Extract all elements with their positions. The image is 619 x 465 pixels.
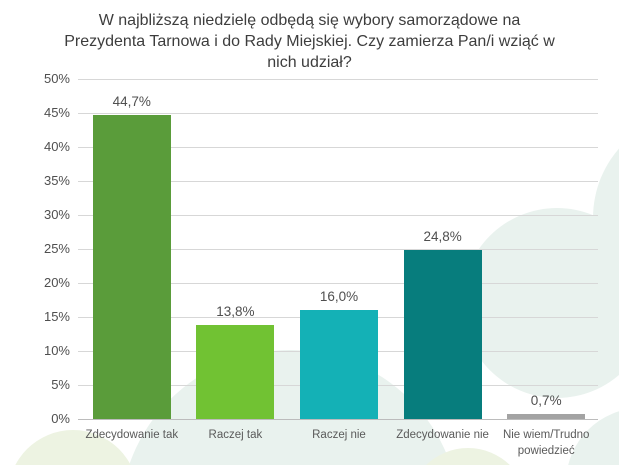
gridline [78,249,598,250]
x-axis-category-label: Raczej nie [312,429,366,441]
bar-value-label: 44,7% [112,94,151,110]
bar [507,414,586,419]
y-axis-tick-label: 40% [43,139,70,154]
bar-value-label: 24,8% [423,229,462,245]
chart-title: W najbliższą niedzielę odbędą się wybory… [64,12,555,72]
gridline [78,113,598,114]
bar-value-label: 0,7% [530,393,562,409]
bar [403,250,482,419]
gridline [78,147,598,148]
gridline [78,181,598,182]
x-axis-category-label: Raczej tak [208,429,263,441]
y-axis-tick-label: 25% [43,241,70,256]
gridline [78,283,598,284]
bar [92,115,171,419]
y-axis-tick-label: 5% [51,377,70,392]
decor-circle [462,208,619,398]
x-axis-category-label: Nie wiem/Trudno powiedzieć [502,429,590,457]
y-axis-tick-label: 35% [43,173,70,188]
x-axis-category-label: Zdecydowanie tak [85,429,179,441]
y-axis-tick-label: 0% [51,411,70,426]
y-axis-tick-label: 30% [43,207,70,222]
x-axis-category-label: Zdecydowanie nie [396,429,489,441]
bar-value-label: 16,0% [319,289,359,305]
y-axis-tick-label: 50% [43,71,70,86]
y-axis-tick-label: 20% [43,275,70,290]
y-axis-tick-label: 10% [43,343,70,358]
x-axis-line [78,419,598,420]
bar-value-label: 13,8% [216,304,255,320]
y-axis-tick-label: 15% [43,309,70,324]
bar [196,325,275,419]
gridline [78,215,598,216]
gridline [78,79,598,80]
y-axis-tick-label: 45% [43,105,70,120]
bar [300,310,378,419]
